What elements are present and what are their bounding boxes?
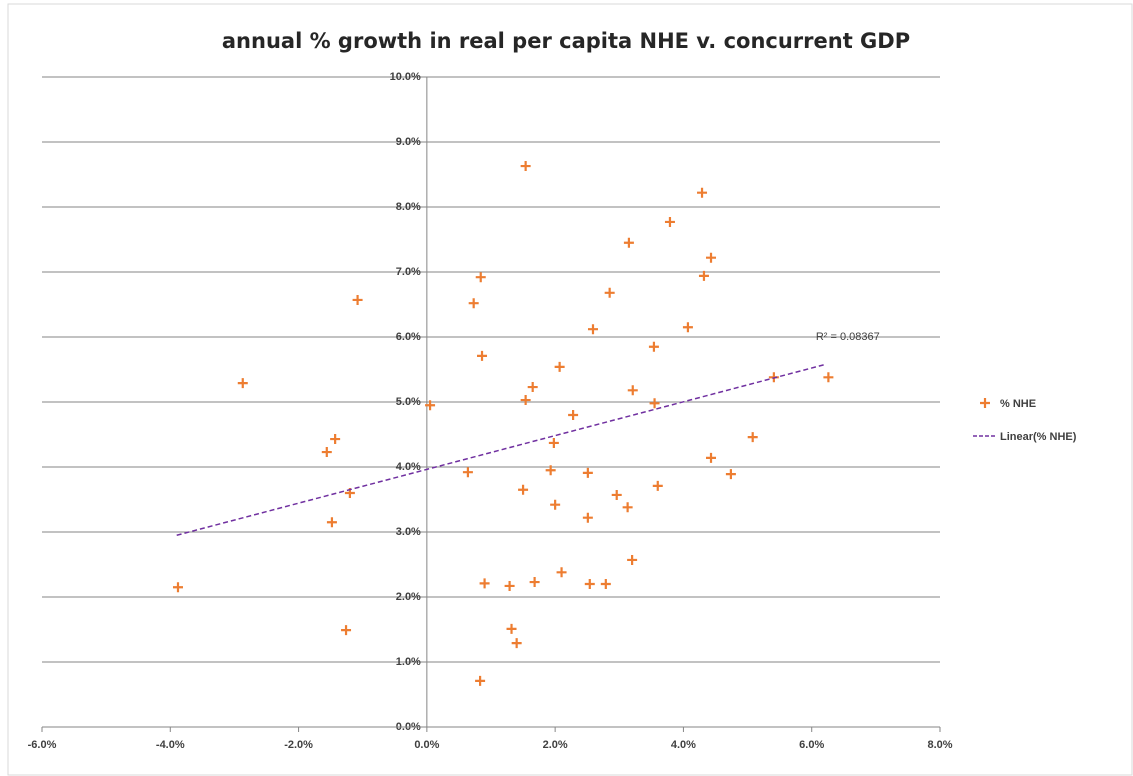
point — [506, 623, 517, 634]
point — [623, 237, 634, 248]
point — [341, 625, 352, 636]
point — [627, 554, 638, 565]
point — [725, 469, 736, 480]
point — [172, 582, 183, 593]
point — [529, 577, 540, 588]
point — [582, 512, 593, 523]
legend-label: Linear(% NHE) — [1000, 431, 1077, 443]
point — [587, 324, 598, 335]
point — [698, 270, 709, 281]
x-tick-label: 2.0% — [543, 739, 568, 751]
x-tick-label: -6.0% — [28, 739, 57, 751]
point — [475, 272, 486, 283]
point — [652, 480, 663, 491]
point — [237, 378, 248, 389]
point — [682, 322, 693, 333]
point — [425, 400, 436, 411]
point — [747, 432, 758, 443]
point — [475, 675, 486, 686]
point — [556, 567, 567, 578]
point — [627, 385, 638, 396]
point — [468, 298, 479, 309]
point — [518, 484, 529, 495]
point — [326, 517, 337, 528]
point — [648, 341, 659, 352]
point — [706, 452, 717, 463]
point — [520, 161, 531, 172]
y-tick-label: 5.0% — [396, 396, 421, 408]
x-tick-label: 4.0% — [671, 739, 696, 751]
point — [611, 489, 622, 500]
point — [664, 216, 675, 227]
point — [511, 638, 522, 649]
legend-label: % NHE — [1000, 398, 1036, 410]
point — [697, 187, 708, 198]
y-tick-label: 6.0% — [396, 331, 421, 343]
point — [462, 467, 473, 478]
point — [548, 437, 559, 448]
point — [550, 499, 561, 510]
y-tick-label: 7.0% — [396, 266, 421, 278]
y-tick-label: 10.0% — [390, 71, 421, 83]
y-tick-label: 9.0% — [396, 136, 421, 148]
point — [321, 447, 332, 458]
y-tick-label: 2.0% — [396, 591, 421, 603]
point — [649, 398, 660, 409]
y-tick-label: 3.0% — [396, 526, 421, 538]
point — [477, 350, 488, 361]
chart-title: annual % growth in real per capita NHE v… — [222, 29, 910, 53]
y-tick-label: 4.0% — [396, 461, 421, 473]
point — [520, 395, 531, 406]
point — [706, 252, 717, 263]
point — [527, 382, 538, 393]
point — [604, 287, 615, 298]
point — [352, 294, 363, 305]
y-tick-label: 8.0% — [396, 201, 421, 213]
point — [582, 467, 593, 478]
point — [554, 361, 565, 372]
point — [330, 434, 341, 445]
point — [823, 372, 834, 383]
chart-border — [7, 3, 1133, 776]
point — [504, 580, 515, 591]
point — [622, 502, 633, 513]
x-tick-label: 0.0% — [414, 739, 439, 751]
annotation: R² = 0.08367 — [816, 331, 880, 343]
x-tick-label: -2.0% — [284, 739, 313, 751]
point — [584, 579, 595, 589]
x-tick-label: 8.0% — [927, 739, 952, 751]
point — [545, 465, 556, 476]
x-tick-label: -4.0% — [156, 739, 185, 751]
point — [568, 410, 579, 420]
point — [479, 578, 490, 589]
x-tick-label: 6.0% — [799, 739, 824, 751]
point — [600, 579, 611, 589]
y-tick-label: 1.0% — [396, 656, 421, 668]
legend-marker — [980, 398, 990, 408]
